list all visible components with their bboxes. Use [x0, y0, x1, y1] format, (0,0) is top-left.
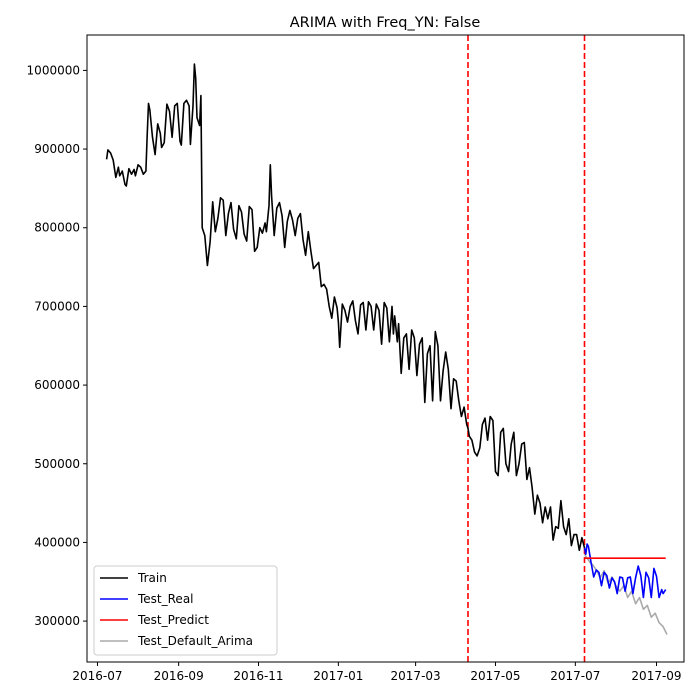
plot-frame	[86, 34, 685, 663]
x-tick-label: 2016-07	[72, 669, 122, 683]
legend-box	[93, 565, 278, 656]
x-axis: 2016-07 2016-09 2016-11 2017-01 2017-03 2017-…	[72, 662, 682, 683]
x-tick-label: 2017-09	[631, 669, 681, 683]
x-tick-label: 2017-01	[313, 669, 363, 683]
x-tick-label: 2016-09	[154, 669, 204, 683]
legend-label: Test_Real	[137, 592, 194, 606]
y-tick-label: 400000	[34, 535, 80, 549]
series-line-test-real	[583, 543, 667, 599]
x-tick-label: 2017-03	[391, 669, 441, 683]
series-line-train	[105, 63, 586, 552]
x-tick-label: 2017-05	[470, 669, 520, 683]
legend-label: Test_Predict	[137, 613, 209, 627]
y-tick-label: 300000	[34, 614, 80, 628]
x-tick-label: 2017-07	[550, 669, 600, 683]
y-tick-label: 500000	[34, 457, 80, 471]
series-layer	[105, 63, 668, 635]
y-tick-label: 600000	[34, 378, 80, 392]
y-axis: 300000 400000 500000 600000 700000 800000 9000…	[27, 63, 87, 628]
y-tick-label: 900000	[34, 142, 80, 156]
y-tick-label: 1000000	[27, 63, 80, 77]
chart-title: ARIMA with Freq_YN: False	[290, 15, 481, 31]
y-tick-label: 800000	[34, 221, 80, 235]
y-tick-label: 700000	[34, 299, 80, 313]
legend-label: Test_Default_Arima	[137, 634, 253, 648]
x-tick-label: 2016-11	[233, 669, 283, 683]
legend: Train Test_Real Test_Predict Test_Default_A…	[93, 565, 278, 656]
legend-label: Train	[137, 571, 167, 585]
